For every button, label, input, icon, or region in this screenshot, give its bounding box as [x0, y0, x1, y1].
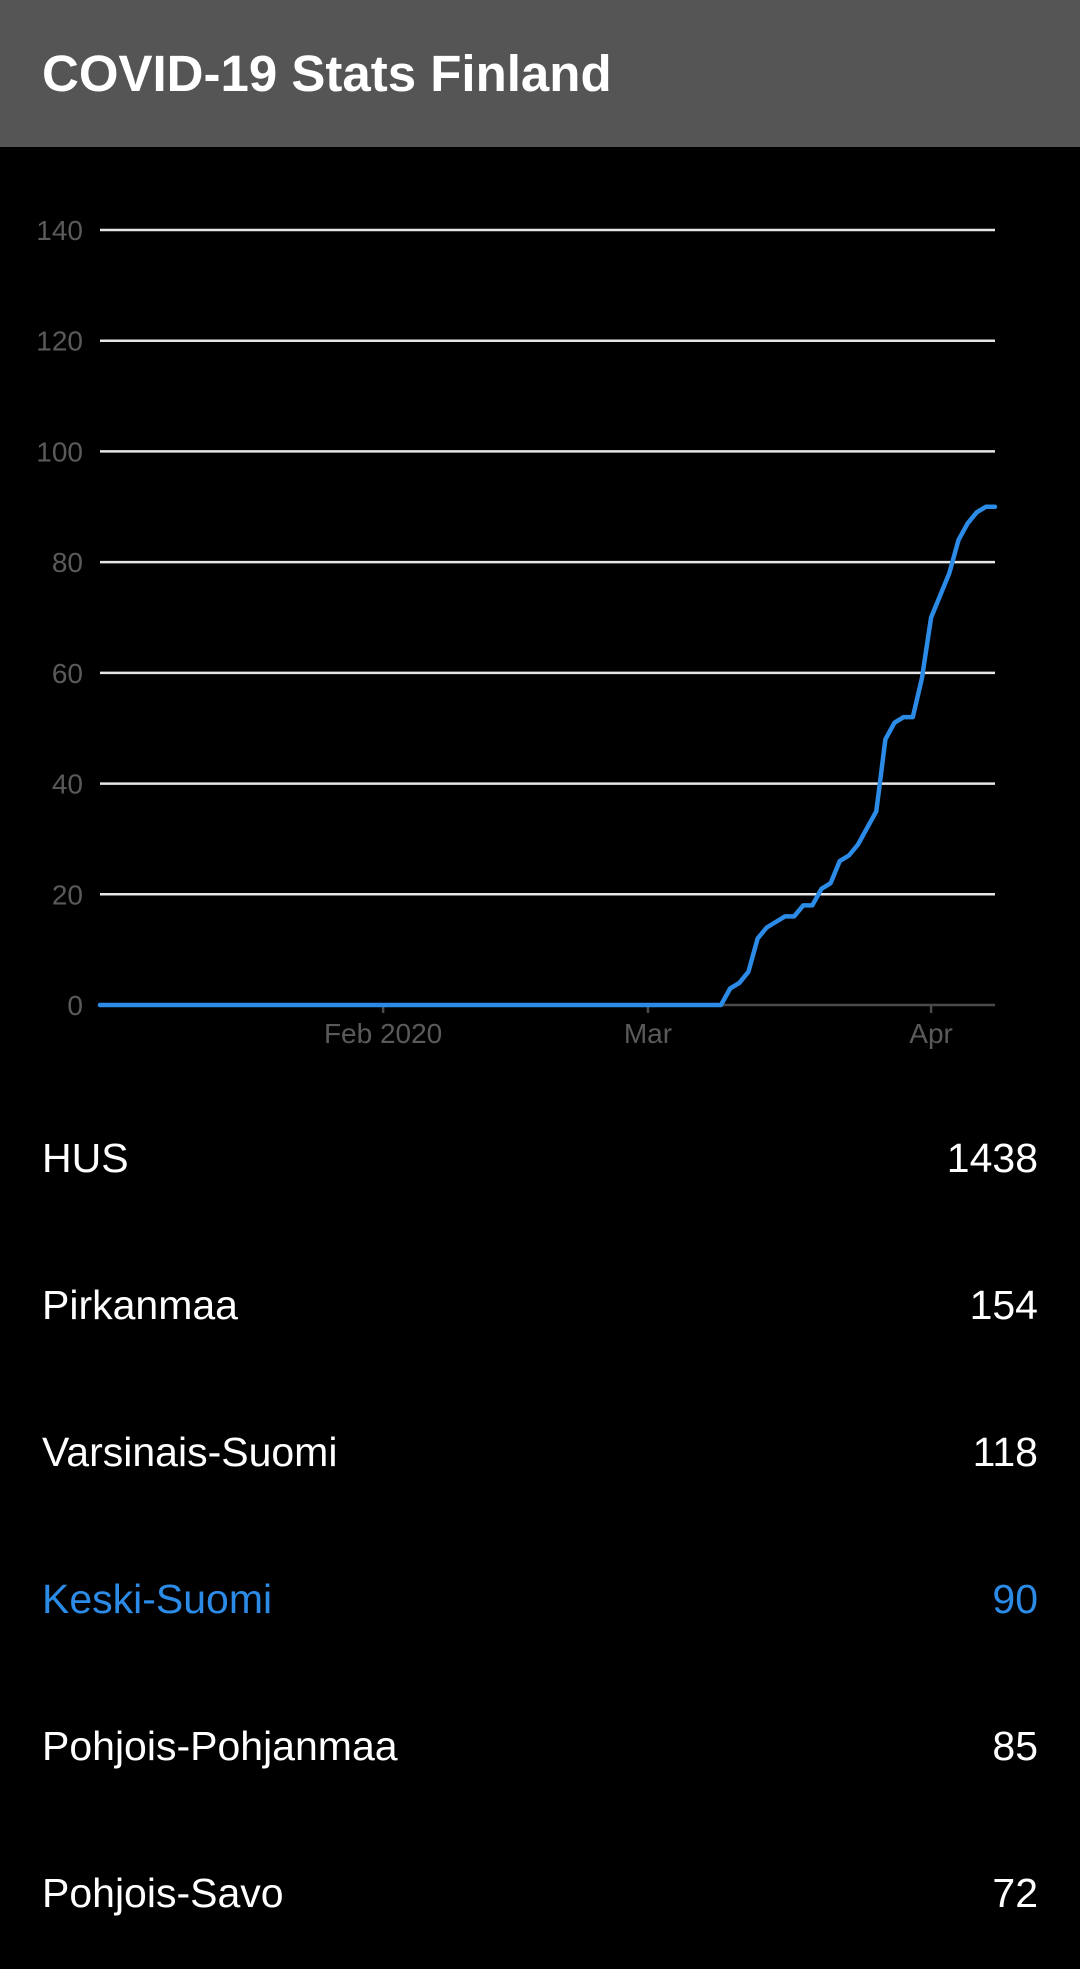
x-tick-label: Apr: [909, 1018, 953, 1049]
y-tick-label: 80: [52, 547, 83, 578]
region-name: Pohjois-Pohjanmaa: [42, 1723, 398, 1769]
x-tick-label: Mar: [624, 1018, 672, 1049]
region-count: 154: [969, 1282, 1038, 1328]
region-count: 85: [992, 1723, 1038, 1769]
app-title: COVID-19 Stats Finland: [42, 45, 612, 102]
x-tick-label: Feb 2020: [324, 1018, 442, 1049]
region-name: Varsinais-Suomi: [42, 1429, 338, 1475]
region-name: Pirkanmaa: [42, 1282, 238, 1328]
region-name: Pohjois-Savo: [42, 1870, 284, 1916]
region-name: Keski-Suomi: [42, 1576, 273, 1622]
region-count: 1438: [946, 1135, 1038, 1181]
cases-line-chart: 0 20 40 60 80 100 120 140 Feb 2020 Mar Apr: [36, 215, 998, 1049]
region-row-pohjois-pohjanmaa[interactable]: Pohjois-Pohjanmaa 85: [0, 1675, 1080, 1822]
region-row-pirkanmaa[interactable]: Pirkanmaa 154: [0, 1234, 1080, 1381]
region-count: 118: [972, 1429, 1038, 1475]
region-row-pohjois-savo[interactable]: Pohjois-Savo 72: [0, 1822, 1080, 1969]
cases-chart: 0 20 40 60 80 100 120 140 Feb 2020 Mar Apr: [0, 147, 1080, 1087]
region-list: HUS 1438 Pirkanmaa 154 Varsinais-Suomi 1…: [0, 1087, 1080, 1969]
region-row-hus[interactable]: HUS 1438: [0, 1087, 1080, 1234]
region-count: 90: [992, 1576, 1038, 1622]
region-count: 72: [992, 1870, 1038, 1916]
y-tick-label: 40: [52, 769, 83, 800]
region-row-keski-suomi[interactable]: Keski-Suomi 90: [0, 1528, 1080, 1675]
y-tick-label: 60: [52, 658, 83, 689]
y-tick-label: 0: [67, 990, 83, 1021]
y-tick-label: 100: [36, 436, 83, 467]
y-tick-label: 120: [36, 326, 83, 357]
y-tick-label: 20: [52, 879, 83, 910]
region-row-varsinais-suomi[interactable]: Varsinais-Suomi 118: [0, 1381, 1080, 1528]
app-bar: COVID-19 Stats Finland: [0, 0, 1080, 147]
y-tick-label: 140: [36, 215, 83, 246]
series-line: [97, 504, 998, 1008]
region-name: HUS: [42, 1135, 129, 1181]
